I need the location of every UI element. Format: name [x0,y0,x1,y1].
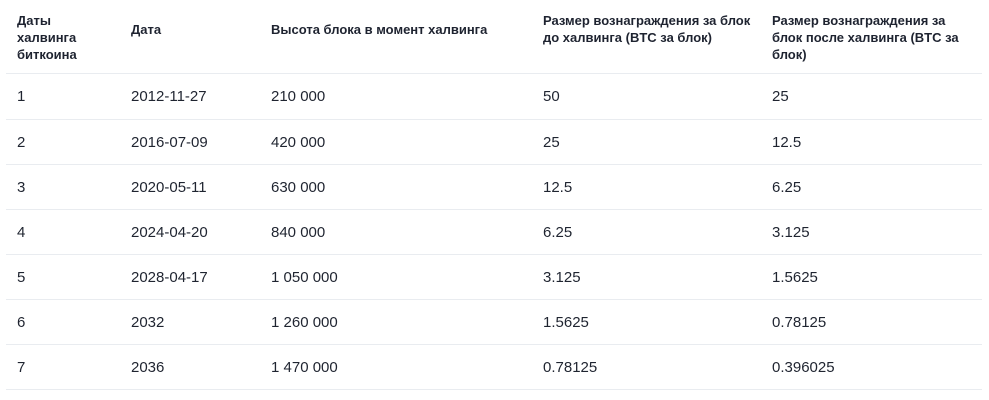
cell-reward-after: 12.5 [761,119,982,165]
table-row: 3 2020-05-11 630 000 12.5 6.25 [6,164,982,210]
cell-block-height: 840 000 [260,209,532,255]
cell-block-height: 1 260 000 [260,299,532,345]
cell-date: 2024-04-20 [120,209,260,255]
header-reward-after: Размер вознаграждения за блок после халв… [761,0,982,74]
cell-reward-after: 0.396025 [761,344,982,390]
cell-date: 2012-11-27 [120,73,260,120]
header-block-height: Высота блока в момент халвинга [260,0,532,74]
table-row: 2 2016-07-09 420 000 25 12.5 [6,119,982,165]
table-row: 6 2032 1 260 000 1.5625 0.78125 [6,299,982,345]
header-row: Даты халвинга биткоина Дата Высота блока… [6,0,982,74]
cell-block-height: 1 050 000 [260,254,532,300]
cell-date: 2016-07-09 [120,119,260,165]
cell-date: 2032 [120,299,260,345]
cell-reward-before: 25 [532,119,761,165]
cell-reward-before: 12.5 [532,164,761,210]
cell-reward-before: 50 [532,73,761,120]
halving-table: Даты халвинга биткоина Дата Высота блока… [6,0,982,390]
table-row: 1 2012-11-27 210 000 50 25 [6,73,982,120]
cell-halving-number: 4 [6,209,120,255]
cell-reward-after: 25 [761,73,982,120]
cell-reward-before: 6.25 [532,209,761,255]
cell-halving-number: 1 [6,73,120,120]
cell-halving-number: 6 [6,299,120,345]
table-header: Даты халвинга биткоина Дата Высота блока… [6,0,982,74]
cell-reward-after: 1.5625 [761,254,982,300]
header-date: Дата [120,0,260,74]
table-row: 5 2028-04-17 1 050 000 3.125 1.5625 [6,254,982,300]
header-reward-before: Размер вознаграждения за блок до халвинг… [532,0,761,74]
cell-block-height: 630 000 [260,164,532,210]
cell-reward-before: 0.78125 [532,344,761,390]
cell-reward-before: 1.5625 [532,299,761,345]
cell-date: 2020-05-11 [120,164,260,210]
cell-block-height: 1 470 000 [260,344,532,390]
cell-halving-number: 7 [6,344,120,390]
cell-reward-before: 3.125 [532,254,761,300]
cell-halving-number: 3 [6,164,120,210]
table-row: 7 2036 1 470 000 0.78125 0.396025 [6,344,982,390]
cell-block-height: 210 000 [260,73,532,120]
cell-date: 2036 [120,344,260,390]
table-body: 1 2012-11-27 210 000 50 25 2 2016-07-09 … [6,73,982,390]
cell-date: 2028-04-17 [120,254,260,300]
cell-halving-number: 2 [6,119,120,165]
table-row: 4 2024-04-20 840 000 6.25 3.125 [6,209,982,255]
cell-block-height: 420 000 [260,119,532,165]
cell-halving-number: 5 [6,254,120,300]
cell-reward-after: 3.125 [761,209,982,255]
cell-reward-after: 6.25 [761,164,982,210]
cell-reward-after: 0.78125 [761,299,982,345]
header-halving-number: Даты халвинга биткоина [6,0,120,74]
